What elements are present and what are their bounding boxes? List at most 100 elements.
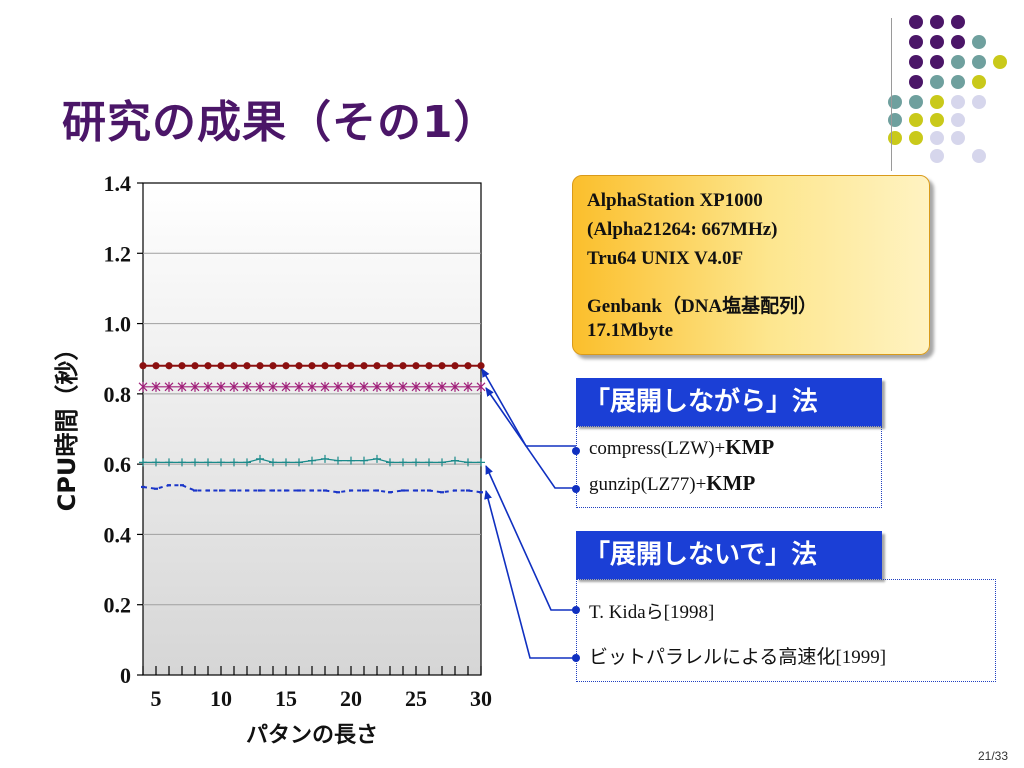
decor-dot — [909, 75, 923, 89]
data-point — [204, 458, 212, 467]
x-tick-label: 5 — [151, 686, 162, 711]
list-item-kida: T. Kidaら[1998] — [589, 598, 714, 624]
decor-dot — [951, 55, 965, 69]
item-text: T. Kida — [589, 602, 646, 623]
info-line-cpu: (Alpha21264: 667MHz) — [587, 219, 778, 240]
info-line-dataset: Genbank（DNA塩基配列） — [587, 296, 818, 317]
data-point — [204, 362, 212, 370]
item-jp: ビットパラレルによる高速化 — [589, 646, 836, 668]
decor-dot — [951, 113, 965, 127]
y-tick-label: 0.6 — [104, 452, 132, 477]
data-point — [255, 381, 265, 392]
data-point — [437, 381, 447, 392]
data-point — [177, 381, 187, 392]
data-point — [230, 458, 238, 467]
data-point — [399, 458, 407, 467]
data-point — [243, 362, 251, 370]
data-point — [333, 381, 343, 392]
data-point — [321, 362, 329, 370]
data-point — [164, 381, 174, 392]
data-point — [269, 458, 277, 467]
x-tick-label: 25 — [405, 686, 427, 711]
decor-dot — [972, 35, 986, 49]
data-point — [386, 362, 394, 370]
data-point — [346, 381, 356, 392]
decor-dot — [930, 15, 944, 29]
item-text: gunzip(LZ77)+ — [589, 474, 707, 495]
item-jp: ら — [645, 602, 664, 623]
data-point — [242, 381, 252, 392]
plot-area — [142, 182, 482, 676]
data-point — [372, 381, 382, 392]
decor-dot — [951, 75, 965, 89]
info-line-os: Tru64 UNIX V4.0F — [587, 248, 744, 269]
data-point — [373, 362, 381, 370]
data-point — [165, 362, 173, 370]
data-point — [386, 458, 394, 467]
decor-dot — [972, 55, 986, 69]
data-point — [165, 458, 173, 467]
item-tail: [1999] — [835, 647, 887, 668]
data-point — [334, 362, 342, 370]
data-point — [217, 458, 225, 467]
decor-dot — [930, 149, 944, 163]
decor-dot — [909, 55, 923, 69]
decor-dot — [930, 75, 944, 89]
data-point — [464, 362, 472, 370]
decor-dot — [909, 95, 923, 109]
data-point — [308, 362, 316, 370]
decor-dot — [993, 55, 1007, 69]
list-item-compress: compress(LZW)+KMP — [589, 435, 774, 460]
data-point — [139, 458, 147, 467]
item-text: compress(LZW)+ — [589, 438, 726, 459]
data-point — [282, 458, 290, 467]
data-point — [243, 458, 251, 467]
x-tick-label: 10 — [210, 686, 232, 711]
data-point — [307, 381, 317, 392]
data-point — [412, 458, 420, 467]
divider-line — [891, 18, 892, 171]
data-point — [190, 381, 200, 392]
data-point — [411, 381, 421, 392]
item-bold: KMP — [725, 435, 775, 459]
data-point — [398, 381, 408, 392]
data-point — [256, 454, 264, 463]
x-tick-label: 15 — [275, 686, 297, 711]
decor-dot — [930, 95, 944, 109]
bullet-dot — [572, 606, 580, 614]
data-point — [138, 381, 148, 392]
data-point — [450, 381, 460, 392]
data-point — [451, 456, 459, 465]
data-point — [424, 381, 434, 392]
data-point — [334, 456, 342, 465]
data-point — [152, 362, 160, 370]
data-point — [477, 362, 485, 370]
data-point — [308, 456, 316, 465]
list-item-bitparallel: ビットパラレルによる高速化[1999] — [589, 642, 886, 669]
data-point — [139, 362, 147, 370]
data-point — [151, 381, 161, 392]
decor-dot — [972, 75, 986, 89]
data-point — [178, 362, 186, 370]
decor-dot — [951, 95, 965, 109]
section-heading-compressed: 「展開しないで」法 — [576, 531, 882, 579]
data-point — [321, 454, 329, 463]
data-point — [281, 381, 291, 392]
y-tick-label: 1.0 — [104, 312, 132, 337]
data-point — [268, 381, 278, 392]
y-tick-label: 1.2 — [104, 241, 132, 266]
x-tick-label: 30 — [470, 686, 492, 711]
data-point — [451, 362, 459, 370]
info-line-size: 17.1Mbyte — [587, 320, 674, 341]
decor-dot — [930, 131, 944, 145]
data-point — [360, 362, 368, 370]
y-tick-label: 0.2 — [104, 593, 132, 618]
data-point — [216, 381, 226, 392]
y-axis-label: CPU時間（秒） — [53, 337, 81, 512]
decor-dot — [972, 95, 986, 109]
decor-dot — [951, 35, 965, 49]
y-tick-label: 0.8 — [104, 382, 132, 407]
data-point — [152, 458, 160, 467]
series-bitparallel — [141, 484, 483, 494]
